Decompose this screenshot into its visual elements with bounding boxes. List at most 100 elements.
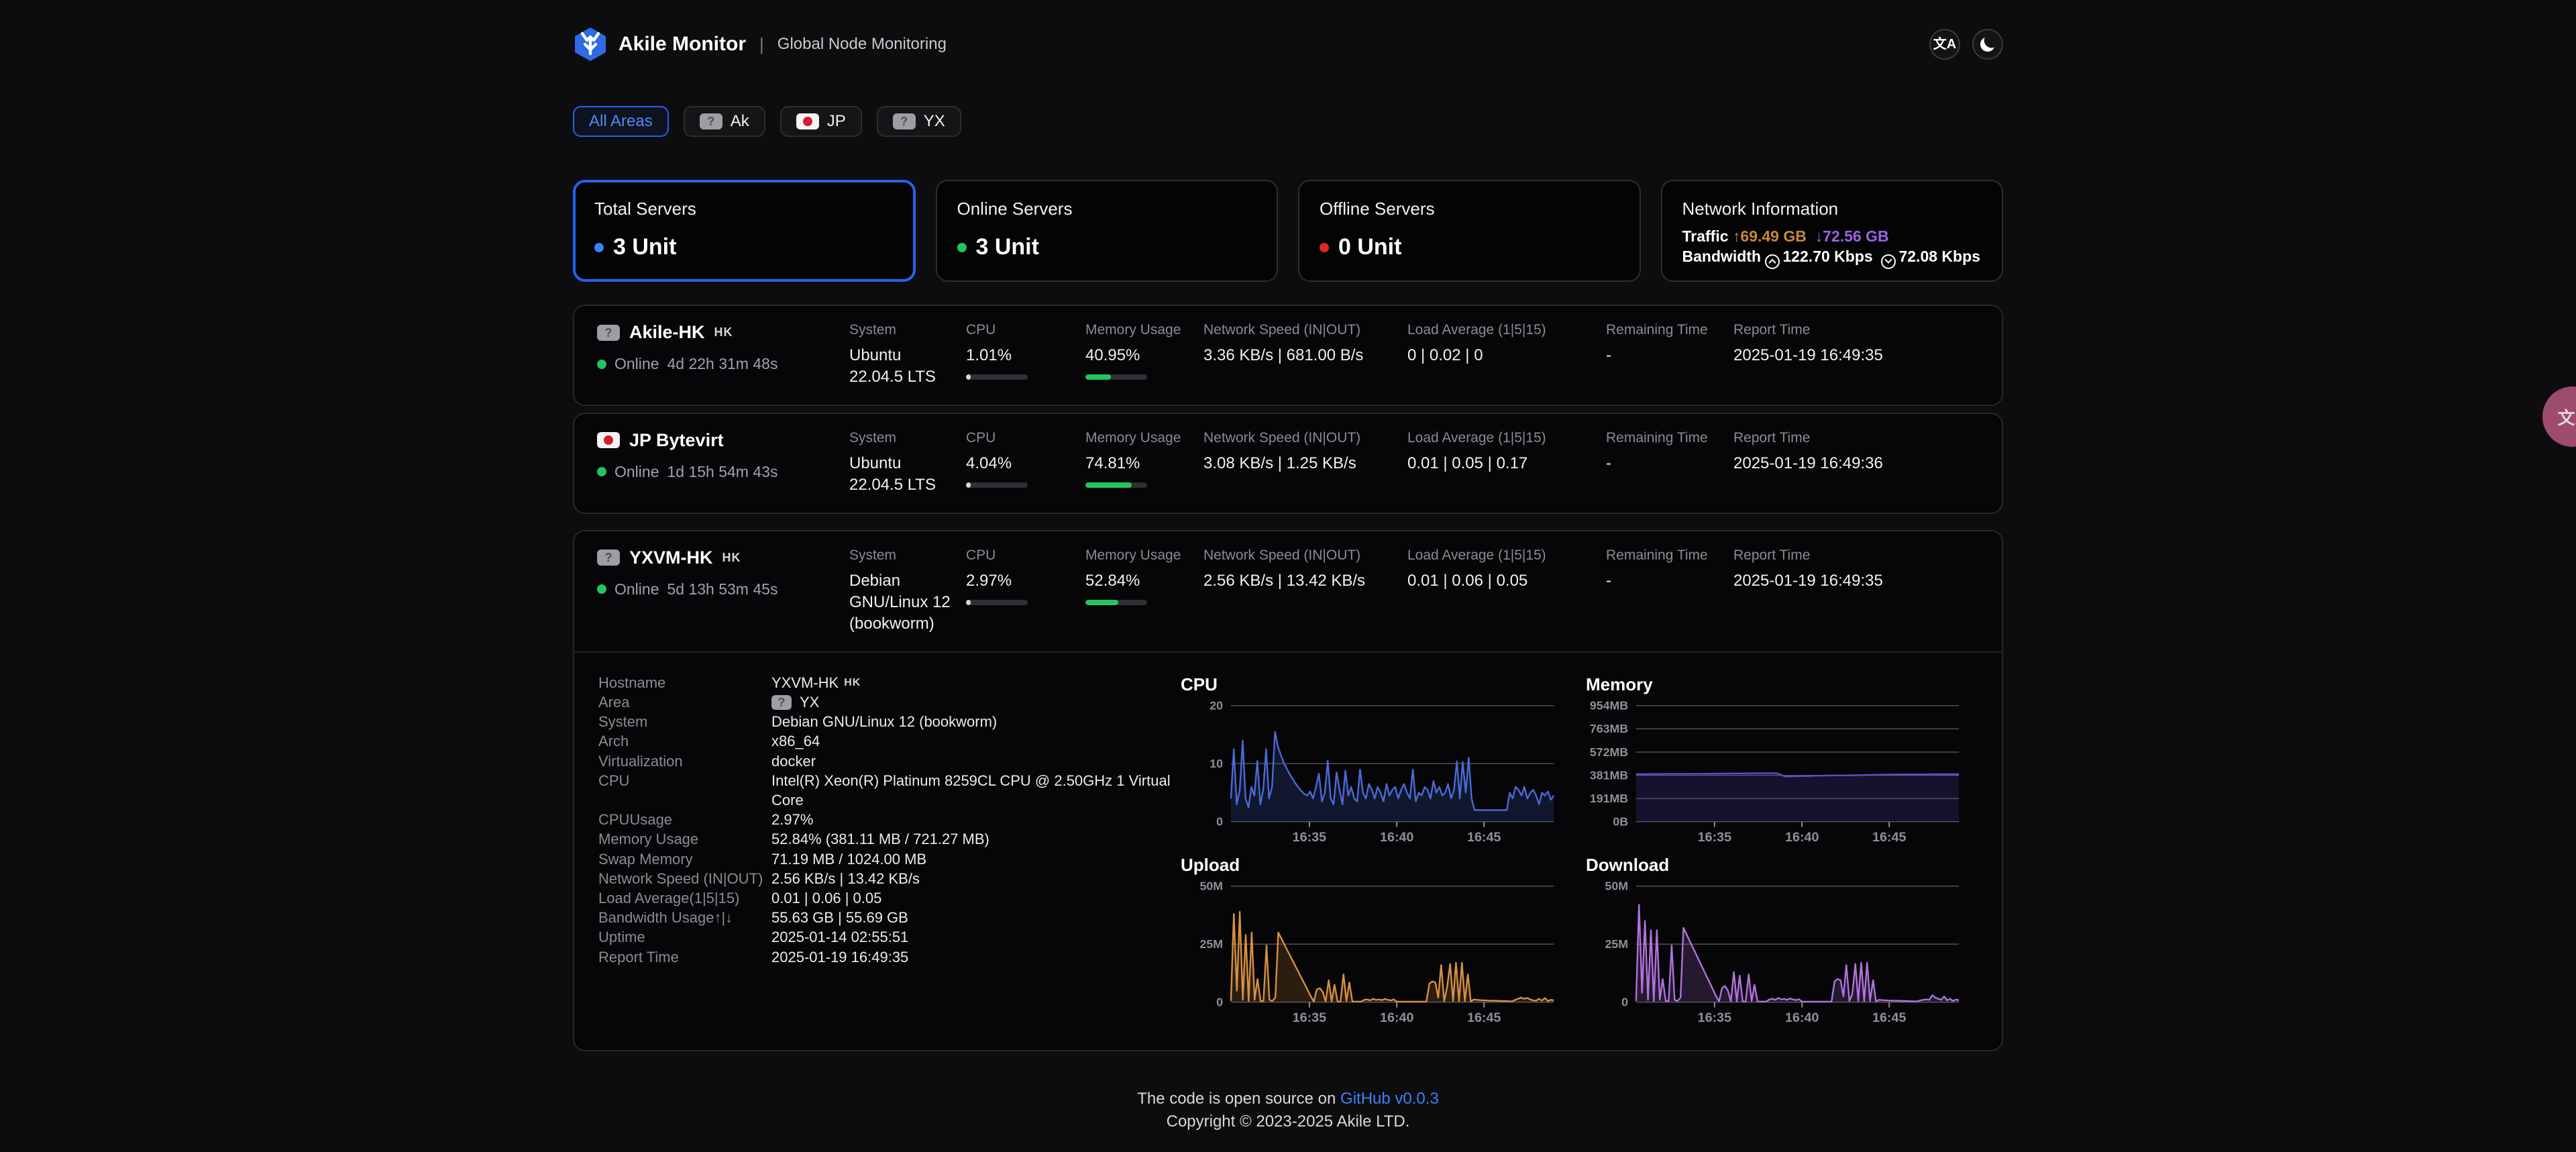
language-icon: 文A <box>1933 38 1956 51</box>
yx-flag-icon: ? <box>893 113 916 129</box>
detail-row: Network Speed (IN|OUT)2.56 KB/s | 13.42 … <box>598 869 1178 888</box>
total-servers-card[interactable]: Total Servers 3 Unit <box>573 180 916 282</box>
detail-charts: CPU 0102016:3516:4016:45 Memory 0B191MB3… <box>1178 673 1967 1031</box>
moon-icon <box>1979 36 1997 54</box>
server-row-header[interactable]: JP Bytevirt Online 1d 15h 54m 43s System… <box>574 414 2002 513</box>
uptime-text: 5d 13h 53m 45s <box>667 580 777 598</box>
unknown-flag-icon: ? <box>771 695 792 710</box>
memory-cell: Memory Usage 40.95% <box>1085 322 1203 388</box>
circle-up-icon <box>1765 254 1780 269</box>
server-name: YXVM-HK <box>629 547 713 568</box>
detail-label: System <box>598 712 771 731</box>
svg-text:16:45: 16:45 <box>1872 830 1906 845</box>
server-name-cell: ? YXVM-HK HK Online 5d 13h 53m 45s <box>597 547 849 635</box>
uptime-text: 1d 15h 54m 43s <box>667 463 777 481</box>
card-title: Offline Servers <box>1320 199 1619 219</box>
theme-toggle-button[interactable] <box>1972 29 2003 60</box>
server-row-header[interactable]: ? Akile-HK HK Online 4d 22h 31m 48s Syst… <box>574 306 2002 405</box>
online-servers-card[interactable]: Online Servers 3 Unit <box>936 180 1279 282</box>
offline-servers-card[interactable]: Offline Servers 0 Unit <box>1298 180 1641 282</box>
network-information-card: Network Information Traffic ↑69.49 GB ↓7… <box>1661 180 2004 282</box>
svg-text:16:40: 16:40 <box>1380 1010 1413 1025</box>
filter-label: All Areas <box>589 112 653 131</box>
svg-text:16:40: 16:40 <box>1785 830 1819 845</box>
online-status-dot <box>597 584 606 594</box>
cpu-progress-bar <box>966 374 1028 380</box>
traffic-download: ↓72.56 GB <box>1815 227 1889 245</box>
upload-chart: 025M50M16:3516:4016:45 <box>1178 876 1562 1031</box>
area-filters: All Areas ? Ak JP ? YX <box>573 106 2003 137</box>
jp-flag-icon <box>597 432 620 448</box>
translate-icon: 文A <box>2558 405 2576 429</box>
report-time-cell: Report Time 2025-01-19 16:49:35 <box>1733 547 1979 635</box>
detail-row: Area?YX <box>598 692 1178 712</box>
cpu-cell: CPU 4.04% <box>966 430 1085 496</box>
card-value: 3 Unit <box>613 234 676 260</box>
chart-title: Upload <box>1181 855 1562 876</box>
system-cell: System Ubuntu 22.04.5 LTS <box>849 322 966 388</box>
detail-row: SystemDebian GNU/Linux 12 (bookworm) <box>598 712 1178 731</box>
detail-value: Intel(R) Xeon(R) Platinum 8259CL CPU @ 2… <box>771 771 1178 810</box>
online-status-dot <box>597 467 606 476</box>
status-text: Online <box>614 580 659 598</box>
detail-value: 2.97% <box>771 810 813 829</box>
detail-row: HostnameYXVM-HKHK <box>598 673 1178 692</box>
filter-all-areas[interactable]: All Areas <box>573 106 669 137</box>
svg-text:16:35: 16:35 <box>1293 1010 1326 1025</box>
svg-text:572MB: 572MB <box>1590 745 1628 759</box>
filter-jp[interactable]: JP <box>780 106 862 137</box>
filter-ak[interactable]: ? Ak <box>684 106 765 137</box>
detail-label: Virtualization <box>598 751 771 771</box>
floating-translate-button[interactable]: 文A <box>2542 386 2576 447</box>
status-text: Online <box>614 355 659 373</box>
memory-chart: 0B191MB381MB572MB763MB954MB16:3516:4016:… <box>1583 695 1967 851</box>
language-button[interactable]: 文A <box>1929 29 1960 60</box>
server-row-header[interactable]: ? YXVM-HK HK Online 5d 13h 53m 45s Syste… <box>574 531 2002 651</box>
cpu-chart: 0102016:3516:4016:45 <box>1178 695 1562 851</box>
filter-yx[interactable]: ? YX <box>877 106 961 137</box>
detail-label: Bandwidth Usage↑|↓ <box>598 908 771 927</box>
server-name-cell: JP Bytevirt Online 1d 15h 54m 43s <box>597 430 849 496</box>
memory-chart-block: Memory 0B191MB381MB572MB763MB954MB16:351… <box>1583 673 1967 851</box>
app-subtitle: Global Node Monitoring <box>777 35 947 54</box>
detail-row: Report Time2025-01-19 16:49:35 <box>598 947 1178 967</box>
detail-label: Report Time <box>598 947 771 967</box>
svg-text:0B: 0B <box>1613 815 1628 828</box>
svg-text:16:40: 16:40 <box>1380 830 1413 845</box>
region-tag: HK <box>714 325 733 339</box>
upload-chart-block: Upload 025M50M16:3516:4016:45 <box>1178 853 1562 1031</box>
detail-label: Swap Memory <box>598 849 771 869</box>
detail-label: Load Average(1|5|15) <box>598 888 771 908</box>
status-text: Online <box>614 463 659 481</box>
detail-label: Network Speed (IN|OUT) <box>598 869 771 888</box>
header-buttons: 文A <box>1929 29 2003 60</box>
svg-text:16:45: 16:45 <box>1467 1010 1501 1025</box>
detail-row: Swap Memory71.19 MB / 1024.00 MB <box>598 849 1178 869</box>
card-title: Network Information <box>1682 199 1982 219</box>
bandwidth-upload: 122.70 Kbps <box>1782 248 1872 265</box>
region-tag: HK <box>722 551 741 565</box>
github-link[interactable]: GitHub v0.0.3 <box>1340 1090 1439 1108</box>
detail-value: docker <box>771 751 816 771</box>
title-separator: | <box>759 34 764 55</box>
cpu-cell: CPU 1.01% <box>966 322 1085 388</box>
report-time-cell: Report Time 2025-01-19 16:49:35 <box>1733 322 1979 388</box>
svg-text:50M: 50M <box>1605 879 1629 892</box>
svg-text:954MB: 954MB <box>1590 698 1628 712</box>
detail-value: Debian GNU/Linux 12 (bookworm) <box>771 712 997 731</box>
detail-rows: HostnameYXVM-HKHKArea?YXSystemDebian GNU… <box>598 673 1178 1031</box>
detail-value: ?YX <box>771 692 819 712</box>
detail-row: Archx86_64 <box>598 731 1178 751</box>
svg-text:0: 0 <box>1216 815 1223 828</box>
detail-value: 71.19 MB / 1024.00 MB <box>771 849 926 869</box>
jp-flag-icon <box>796 113 819 129</box>
svg-text:16:35: 16:35 <box>1293 830 1326 845</box>
cpu-chart-block: CPU 0102016:3516:4016:45 <box>1178 673 1562 851</box>
svg-text:16:40: 16:40 <box>1785 1010 1819 1025</box>
detail-value: 55.63 GB | 55.69 GB <box>771 908 908 927</box>
card-value: 0 Unit <box>1338 234 1401 260</box>
green-dot-icon <box>957 243 967 252</box>
ak-flag-icon: ? <box>700 113 722 129</box>
detail-row: Uptime2025-01-14 02:55:51 <box>598 927 1178 947</box>
network-speed-cell: Network Speed (IN|OUT) 3.08 KB/s | 1.25 … <box>1203 430 1407 496</box>
